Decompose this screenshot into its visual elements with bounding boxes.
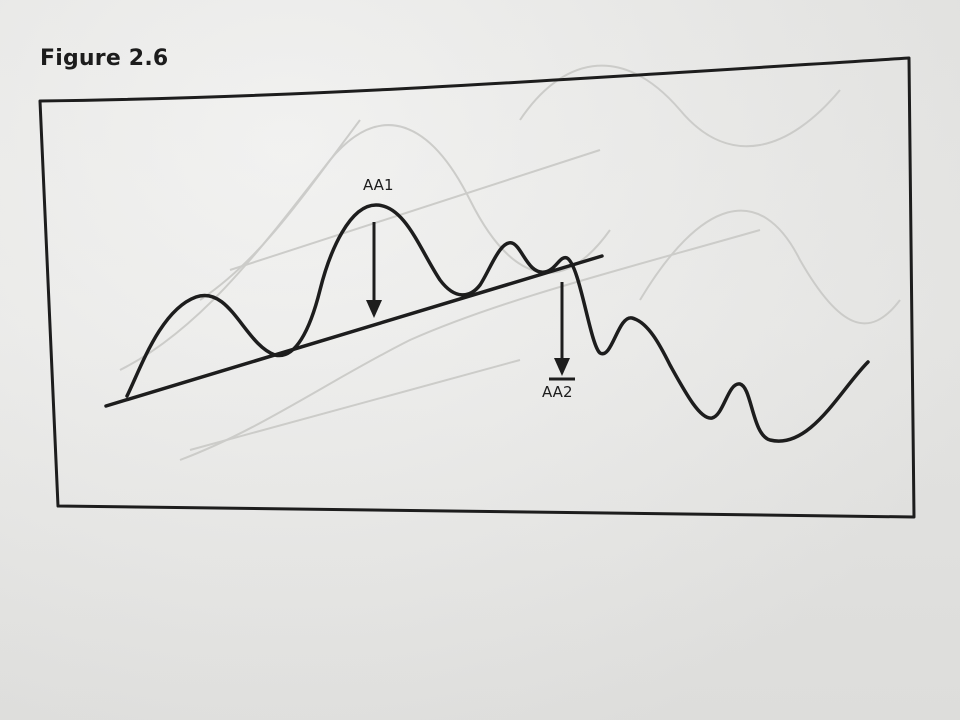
trendline <box>104 254 604 408</box>
arrow-aa1 <box>366 222 382 318</box>
price-curve <box>125 203 870 443</box>
frame <box>38 56 916 519</box>
arrow-aa2 <box>549 282 575 381</box>
label-aa1: AA1 <box>363 176 393 194</box>
label-aa2: AA2 <box>542 383 572 401</box>
figure-title: Figure 2.6 <box>40 46 169 71</box>
bleed-through-ghost <box>119 64 901 461</box>
